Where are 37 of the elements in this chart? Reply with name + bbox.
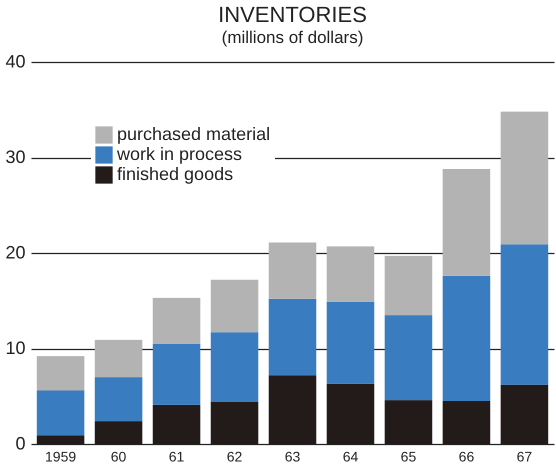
y-tick-label: 10 <box>5 338 26 358</box>
chart-subtitle: (millions of dollars) <box>222 28 364 47</box>
bar <box>94 340 142 378</box>
bar <box>500 112 548 244</box>
x-tick-label: 64 <box>342 448 358 464</box>
bar <box>36 356 84 391</box>
bar <box>268 242 316 299</box>
x-tick-label: 66 <box>458 448 474 464</box>
y-tick-label: 30 <box>5 147 26 167</box>
bar <box>384 315 432 400</box>
bar <box>152 298 200 344</box>
bar <box>268 298 316 376</box>
x-tick-label: 65 <box>400 448 416 464</box>
x-tick-label: 67 <box>516 448 532 464</box>
bar <box>36 390 84 436</box>
bar <box>442 276 490 402</box>
bar <box>500 244 548 385</box>
x-tick-label: 63 <box>284 448 300 464</box>
legend-label: work in process <box>116 144 242 164</box>
x-tick-label: 1959 <box>44 448 76 464</box>
bar <box>326 302 374 384</box>
bar <box>152 344 200 405</box>
x-tick-label: 61 <box>168 448 185 464</box>
bar <box>442 168 490 276</box>
bar <box>326 246 374 302</box>
y-tick-label: 20 <box>5 242 26 262</box>
bar <box>94 377 142 422</box>
chart-title: INVENTORIES <box>218 2 367 27</box>
y-tick-label: 0 <box>15 434 26 454</box>
legend-label: purchased material <box>117 124 270 144</box>
bar <box>210 280 258 332</box>
bar <box>384 256 432 316</box>
bar <box>210 332 258 402</box>
x-tick-label: 62 <box>226 448 243 464</box>
legend-label: finished goods <box>117 164 234 184</box>
y-tick-label: 40 <box>5 52 26 72</box>
x-tick-label: 60 <box>110 448 127 464</box>
